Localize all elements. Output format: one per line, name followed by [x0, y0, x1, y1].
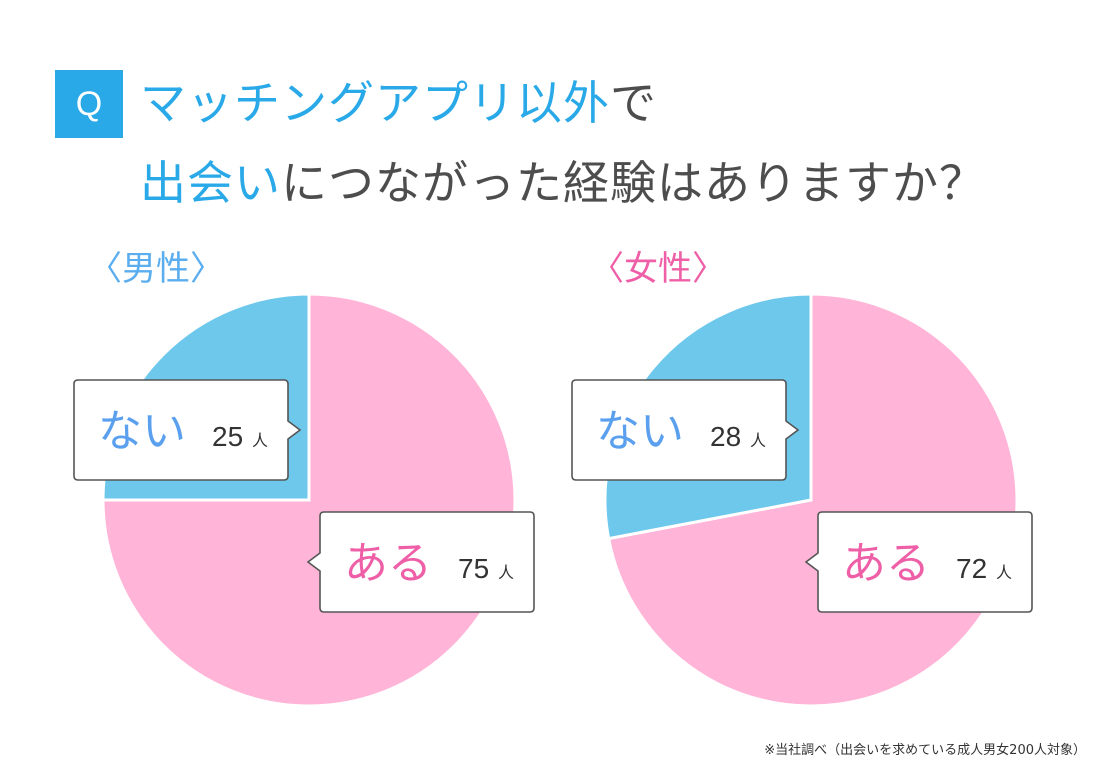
male-unit-no: 人 — [252, 431, 268, 450]
survey-note: ※当社調べ（出会いを求めている成人男女200人対象） — [764, 743, 1086, 758]
title-highlight-1: マッチングアプリ以外 — [140, 76, 610, 130]
title-highlight-2: 出会い — [140, 156, 281, 210]
female-value-yes: 72 — [956, 553, 987, 584]
male-unit-yes: 人 — [498, 563, 514, 582]
question-badge: Q — [55, 70, 123, 138]
title-text-1: で — [610, 76, 657, 130]
female-chart-title: 〈女性〉 — [590, 249, 726, 289]
male-label-no: ない — [98, 406, 186, 457]
female-callout-no — [571, 379, 800, 481]
male-chart-title: 〈男性〉 — [88, 249, 224, 289]
title-text-2: につながった経験はありますか？ — [281, 156, 986, 210]
male-value-no: 25 — [212, 421, 243, 452]
female-label-yes: ある — [842, 538, 930, 589]
female-callout-yes — [804, 511, 1033, 613]
male-pie-chart: ある 75 人 ない 25 人 — [73, 292, 535, 708]
page-title-line-1: マッチングアプリ以外で — [140, 80, 657, 126]
female-value-no: 28 — [710, 421, 741, 452]
male-value-yes: 75 — [458, 553, 489, 584]
male-callout-yes — [306, 511, 535, 613]
female-pie-chart: ある 72 人 ない 28 人 — [571, 292, 1033, 708]
male-callout-no — [73, 379, 302, 481]
female-unit-yes: 人 — [996, 563, 1012, 582]
male-label-yes: ある — [344, 538, 432, 589]
female-unit-no: 人 — [750, 431, 766, 450]
page-title-line-2: 出会いにつながった経験はありますか？ — [140, 160, 986, 206]
female-label-no: ない — [596, 406, 684, 457]
